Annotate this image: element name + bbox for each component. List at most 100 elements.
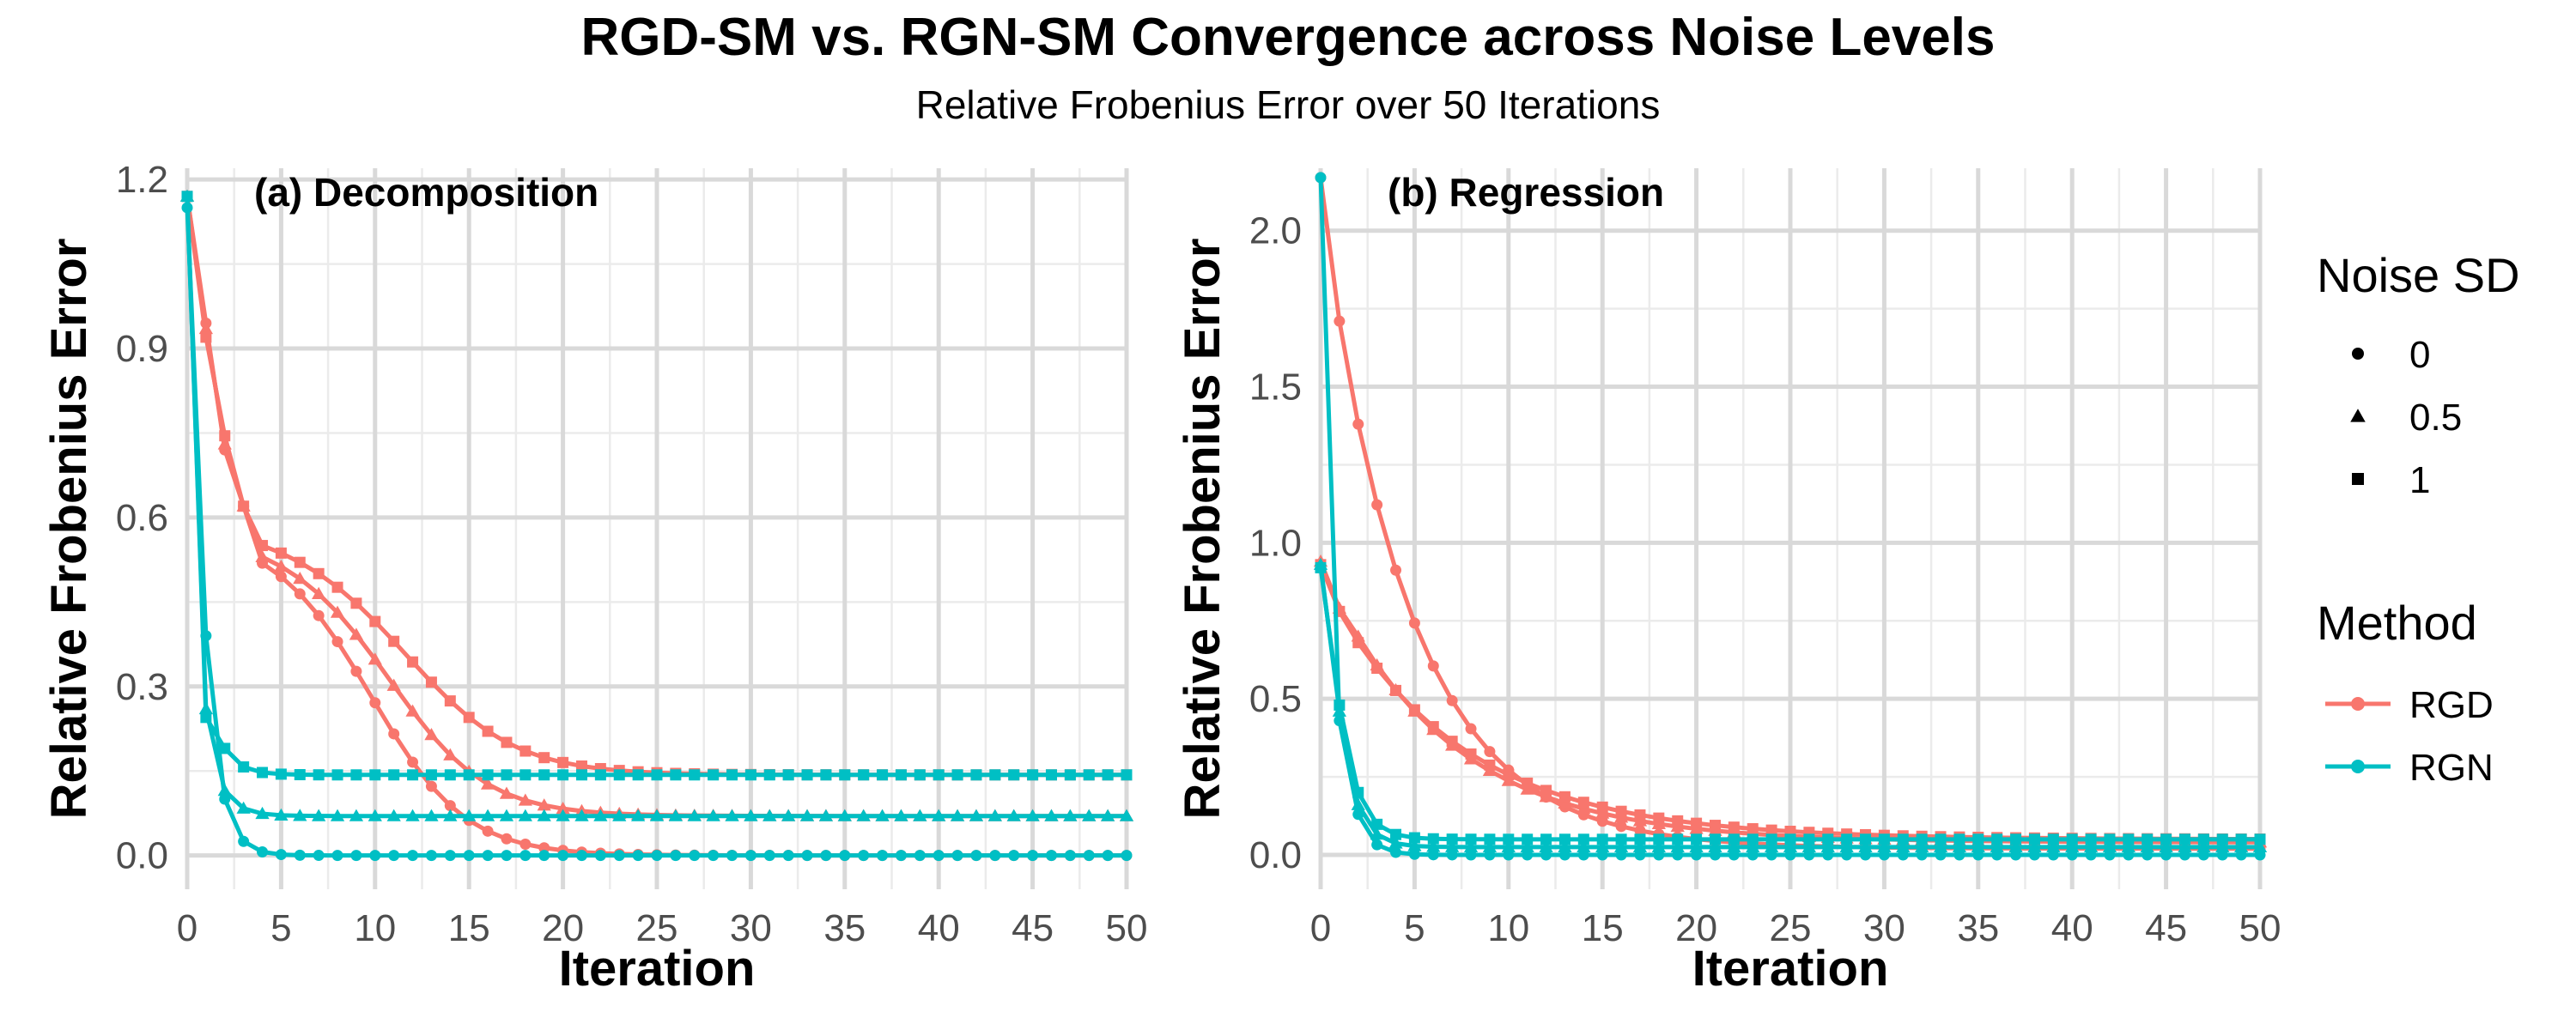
- data-point: [501, 736, 513, 748]
- data-point: [763, 769, 775, 781]
- data-point: [1878, 833, 1890, 845]
- data-point: [1540, 833, 1552, 845]
- data-point: [255, 806, 270, 820]
- data-point: [2178, 833, 2190, 845]
- data-point: [2104, 833, 2116, 845]
- data-point: [1388, 836, 1403, 849]
- data-point: [386, 678, 401, 691]
- data-point: [2083, 839, 2099, 853]
- data-point: [217, 784, 232, 797]
- data-point: [294, 556, 306, 568]
- data-point: [257, 766, 269, 779]
- data-point: [594, 769, 606, 781]
- data-point: [1971, 839, 1985, 853]
- x-tick-label: 35: [823, 907, 866, 949]
- data-point: [538, 769, 550, 781]
- data-point: [632, 850, 644, 862]
- data-point: [350, 850, 362, 862]
- data-point: [2102, 839, 2117, 853]
- data-point: [1728, 833, 1740, 845]
- data-point: [1558, 833, 1571, 845]
- data-point: [219, 430, 231, 442]
- data-point: [1577, 833, 1589, 845]
- data-point: [1672, 815, 1684, 827]
- data-point: [2197, 833, 2209, 845]
- data-point: [858, 850, 870, 862]
- data-point: [1520, 839, 1534, 853]
- series-layer: [179, 189, 1134, 862]
- data-point: [275, 768, 287, 780]
- data-point: [557, 756, 569, 768]
- data-point: [689, 850, 701, 862]
- legend-square-marker: [2352, 473, 2364, 485]
- data-point: [386, 809, 401, 821]
- data-point: [1027, 850, 1039, 862]
- data-point: [499, 809, 514, 821]
- data-point: [1445, 839, 1460, 852]
- data-point: [236, 801, 251, 814]
- data-point: [349, 809, 364, 821]
- data-point: [894, 809, 908, 821]
- x-tick-label: 35: [1957, 907, 1999, 949]
- data-point: [537, 809, 551, 821]
- x-tick-label: 20: [542, 907, 584, 949]
- x-tick-label: 50: [2239, 907, 2281, 949]
- data-point: [594, 850, 606, 862]
- data-point: [1577, 839, 1591, 853]
- data-point: [1615, 833, 1627, 845]
- data-point: [1025, 809, 1040, 821]
- data-point: [313, 769, 325, 781]
- data-point: [877, 769, 889, 781]
- data-point: [257, 845, 269, 857]
- x-tick-label: 5: [1404, 907, 1425, 949]
- data-point: [989, 850, 1001, 862]
- y-axis-title: Relative Frobenius Error: [1175, 239, 1230, 820]
- data-point: [1008, 769, 1020, 781]
- data-point: [1522, 777, 1534, 789]
- data-point: [1916, 833, 1928, 845]
- legend-noise-title: Noise SD: [2317, 248, 2520, 302]
- data-point: [932, 809, 946, 821]
- x-tick-label: 50: [1106, 907, 1148, 949]
- data-point: [274, 808, 289, 821]
- data-point: [407, 769, 419, 781]
- data-point: [2215, 839, 2230, 853]
- data-point: [293, 572, 307, 585]
- data-point: [519, 839, 532, 850]
- data-point: [330, 605, 345, 618]
- data-point: [1465, 833, 1477, 845]
- x-tick-label: 45: [2145, 907, 2187, 949]
- data-point: [933, 769, 945, 781]
- data-point: [613, 850, 625, 862]
- x-tick-label: 40: [918, 907, 960, 949]
- data-point: [1784, 833, 1796, 845]
- data-point: [1540, 785, 1552, 797]
- data-point: [1896, 839, 1911, 853]
- data-point: [331, 581, 343, 593]
- data-point: [875, 809, 890, 821]
- y-tick-label: 0.5: [1249, 678, 1302, 720]
- data-point: [914, 850, 926, 862]
- data-point: [1045, 769, 1057, 781]
- data-point: [1427, 833, 1439, 845]
- data-point: [1747, 833, 1759, 845]
- data-point: [744, 809, 758, 821]
- data-point: [989, 769, 1001, 781]
- data-point: [2047, 833, 2059, 845]
- data-point: [839, 850, 851, 862]
- data-point: [837, 809, 852, 821]
- data-point: [1860, 833, 1872, 845]
- data-point: [2121, 839, 2136, 853]
- data-point: [388, 769, 400, 781]
- data-point: [839, 769, 851, 781]
- x-tick-label: 10: [354, 907, 396, 949]
- data-point: [313, 609, 325, 621]
- data-point: [1972, 833, 1984, 845]
- data-point: [1577, 797, 1589, 809]
- data-point: [950, 809, 965, 821]
- legend-triangle-marker: [2350, 409, 2366, 422]
- data-point: [482, 725, 494, 737]
- legend-method-label: RGD: [2409, 684, 2494, 726]
- data-point: [1408, 704, 1420, 716]
